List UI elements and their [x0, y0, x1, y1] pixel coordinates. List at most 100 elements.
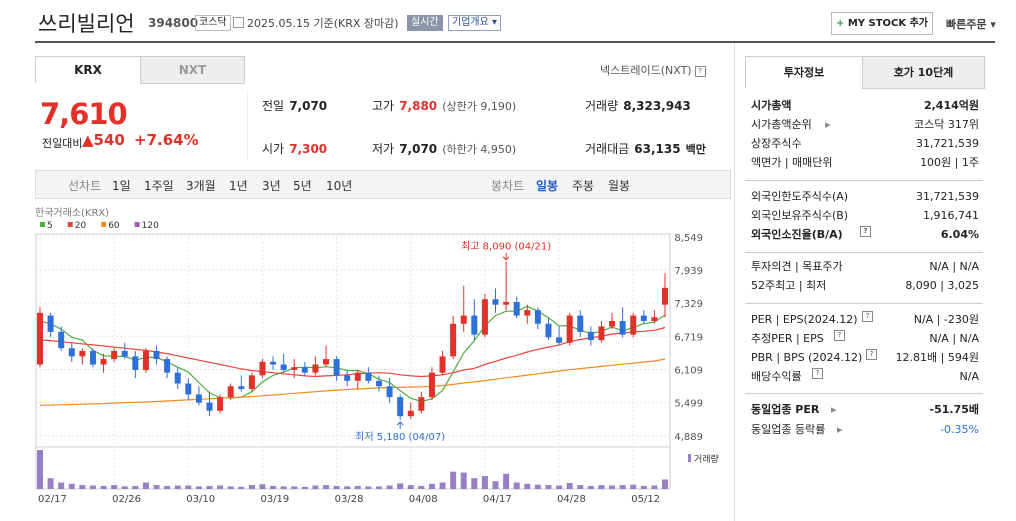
candle-body [577, 315, 584, 332]
volume-bar [185, 485, 192, 489]
info-label: 추정PER | EPS [751, 332, 824, 345]
info-label: 외국인소진율(B/A) [751, 228, 843, 241]
candle-body [206, 402, 213, 411]
candle-body [439, 356, 446, 373]
stat-extra: (하한가 4,950) [442, 143, 517, 156]
info-value: N/A [959, 370, 979, 383]
volume-bar [428, 483, 435, 489]
candle-body [513, 301, 520, 316]
toolbar-item[interactable]: 선차트 [68, 179, 102, 193]
y-tick-label: 7,329 [674, 299, 703, 310]
volume-bar [89, 485, 96, 489]
legend-label: 60 [108, 221, 120, 231]
stat-value: 7,070 [289, 99, 328, 113]
info-separator [745, 180, 983, 181]
candle-body [79, 350, 86, 357]
volume-bar [68, 483, 75, 489]
volume-bar [503, 473, 510, 489]
info-value: -51.75배 [929, 403, 979, 416]
toolbar-item[interactable]: 3년 [262, 179, 281, 193]
panel-tab[interactable]: 호가 10단계 [862, 56, 985, 89]
volume-bar [556, 485, 563, 489]
volume-bar [375, 486, 382, 489]
krx-tab[interactable]: KRX [35, 56, 141, 83]
info-separator [745, 252, 983, 253]
info-value: 31,721,539 [916, 190, 979, 203]
volume-bar [397, 483, 404, 489]
candle-body [312, 364, 319, 373]
candle-body [598, 326, 605, 341]
stock-name: 쓰리빌리언 [38, 12, 135, 36]
y-tick-label: 6,719 [674, 332, 703, 343]
nxt-link[interactable]: 넥스트레이드(NXT)? [600, 62, 706, 78]
volume-bar [545, 485, 552, 489]
toolbar-item[interactable]: 1년 [229, 179, 248, 193]
quickorder-text: 빠른주문 [946, 18, 987, 31]
legend-swatch [67, 222, 73, 227]
volume-bar [132, 485, 139, 489]
toolbar-item[interactable]: 일봉 [536, 179, 559, 193]
candle-body [248, 375, 255, 389]
toolbar-item[interactable]: 5년 [293, 179, 312, 193]
overview-button[interactable]: 기업개요 ▾ [448, 15, 502, 31]
info-row: 동일업종 PER ▸ -51.75배 [751, 401, 979, 419]
nxt-tab[interactable]: NXT [140, 56, 245, 84]
volume-bar [450, 471, 457, 489]
volume-bar [418, 485, 425, 489]
volume-bar [323, 485, 330, 489]
volume-bar [291, 486, 298, 489]
toolbar-item[interactable]: 1주일 [144, 179, 174, 193]
info-label: 동일업종 PER [751, 403, 820, 416]
info-row: 투자의견 | 목표주가 N/A | N/A [751, 258, 979, 276]
info-row: PER | EPS(2024.12)? N/A | -230원 [751, 311, 979, 329]
x-tick-label: 04/28 [557, 494, 586, 505]
candle-body [566, 315, 573, 343]
volume-bar [227, 486, 234, 489]
x-tick-label: 03/28 [335, 494, 364, 505]
toolbar-item[interactable]: 3개월 [186, 179, 216, 193]
toolbar-item[interactable]: 월봉 [608, 179, 631, 193]
stat-label: 고가 [372, 99, 395, 113]
candle-body [280, 364, 287, 370]
stat-high: 고가 7,880 (상한가 9,190) [372, 95, 516, 114]
volume-bar [651, 485, 658, 489]
info-row: 액면가 | 매매단위 100원 | 1주 [751, 154, 979, 172]
info-separator [745, 303, 983, 304]
panel-tab-active[interactable]: 투자정보 [745, 56, 863, 88]
high-annotation: 최고 8,090 (04/21) [461, 241, 551, 253]
info-label: PER | EPS(2024.12) [751, 313, 858, 326]
chart-source: 한국거래소(KRX) [35, 207, 109, 219]
info-row: PBR | BPS (2024.12)? 12.81배 | 594원 [751, 349, 979, 367]
candle-body [238, 386, 245, 389]
info-label: 외국인한도주식수(A) [751, 190, 849, 203]
volume-bar [238, 486, 245, 489]
info-row: 추정PER | EPS? N/A | N/A [751, 330, 979, 348]
candle-body [58, 331, 65, 349]
base-date: 2025.05.15 기준(KRX 장마감) [247, 17, 399, 30]
candle-body [291, 367, 298, 370]
volume-bar [344, 486, 351, 489]
legend-label: 120 [142, 221, 159, 231]
stat-label: 저가 [372, 142, 395, 156]
toolbar-item[interactable]: 주봉 [572, 179, 595, 193]
stat-divider [247, 90, 248, 160]
mystock-button[interactable]: + MY STOCK 추가 [831, 12, 933, 35]
info-separator [745, 393, 983, 394]
toolbar-item[interactable]: 봉차트 [491, 179, 525, 193]
info-label: PBR | BPS (2024.12) [751, 351, 863, 364]
ma-line [39, 358, 666, 406]
mystock-text: MY STOCK 추가 [847, 18, 929, 29]
quickorder-button[interactable]: 빠른주문 ▾ [946, 18, 996, 31]
candle-body [354, 372, 361, 381]
nxt-link-text: 넥스트레이드(NXT) [600, 64, 692, 77]
candle-body [47, 315, 54, 332]
volume-bar [460, 472, 467, 489]
info-row: 외국인보유주식수(B) 1,916,741 [751, 207, 979, 225]
info-label: 배당수익률 [751, 370, 802, 383]
toolbar-item[interactable]: 10년 [326, 179, 353, 193]
legend-label: 20 [75, 221, 87, 231]
toolbar-item[interactable]: 1일 [112, 179, 131, 193]
info-row: 시가총액 2,414억원 [751, 97, 979, 115]
info-value: N/A | N/A [929, 260, 979, 273]
